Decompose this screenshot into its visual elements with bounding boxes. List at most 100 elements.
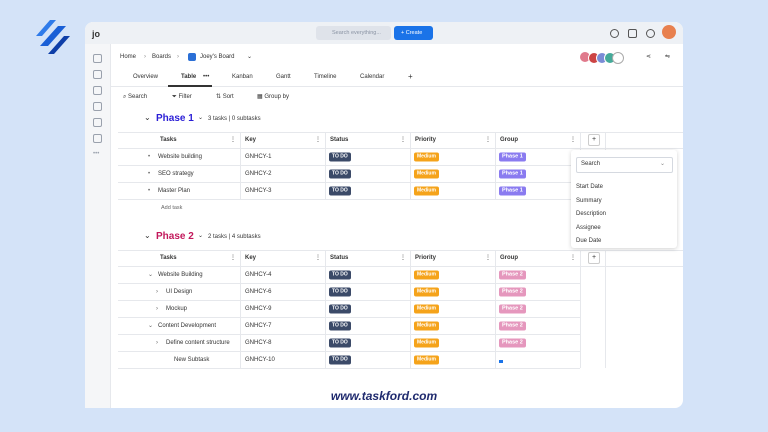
row-toggle[interactable]: • [148,153,151,160]
priority-badge[interactable]: Medium [414,338,439,347]
status-badge[interactable]: TO DO [329,186,351,195]
row-toggle[interactable]: • [148,187,151,194]
chat-icon[interactable] [610,29,619,38]
column-menu[interactable]: ⋮ [400,137,406,143]
group-badge[interactable]: Phase 2 [499,321,526,330]
column-menu[interactable]: ⋮ [485,255,491,261]
priority-badge[interactable]: Medium [414,355,439,364]
task-name[interactable]: UI Design [166,288,193,295]
priority-badge[interactable]: Medium [414,169,439,178]
dropdown-search[interactable] [576,157,673,173]
column-menu[interactable]: ⋮ [315,137,321,143]
group-badge[interactable]: Phase 1 [499,169,526,178]
priority-badge[interactable]: Medium [414,152,439,161]
user-avatar[interactable] [662,25,676,39]
tab[interactable]: Overview [133,74,159,80]
column-menu[interactable]: ⋮ [315,255,321,261]
status-badge[interactable]: TO DO [329,169,351,178]
add-task[interactable]: Add task [161,205,183,211]
tab[interactable]: Kanban [232,74,253,80]
group-empty[interactable] [499,359,503,363]
group-badge[interactable]: Phase 1 [499,152,526,161]
group-summary-toggle[interactable]: ⌄ [198,233,204,239]
task-name[interactable]: New Subtask [174,356,210,363]
column-header[interactable]: Status [330,137,349,143]
status-badge[interactable]: TO DO [329,321,351,330]
column-menu[interactable]: ⋮ [230,137,236,143]
share-icon[interactable]: ⋖ [646,54,652,60]
group-toggle[interactable]: ⌄ [144,113,151,122]
status-badge[interactable]: TO DO [329,270,351,279]
add-column[interactable]: + [588,252,600,264]
add-tab[interactable]: + [408,72,413,81]
docs-icon[interactable] [93,70,102,79]
row-toggle[interactable]: › [156,339,158,346]
priority-badge[interactable]: Medium [414,270,439,279]
dropdown-option[interactable]: Start Date [576,184,604,190]
dropdown-option[interactable]: Assignee [576,224,601,231]
status-badge[interactable]: TO DO [329,355,351,364]
task-name[interactable]: Master Plan [158,187,191,194]
tab-active[interactable]: Table [181,74,197,80]
workspace-label[interactable]: jo [92,29,100,39]
column-menu[interactable]: ⋮ [570,255,576,261]
priority-badge[interactable]: Medium [414,304,439,313]
group-badge[interactable]: Phase 2 [499,270,526,279]
toolbar-sort[interactable]: ⇅ Sort [216,94,234,100]
column-header[interactable]: Status [330,255,349,261]
task-name[interactable]: SEO strategy [158,170,194,177]
status-badge[interactable]: TO DO [329,152,351,161]
group-badge[interactable]: Phase 2 [499,304,526,313]
create-button[interactable] [394,26,433,40]
search-box[interactable] [316,26,391,40]
tab[interactable]: Calendar [360,74,385,80]
priority-badge[interactable]: Medium [414,321,439,330]
column-header[interactable]: Key [245,255,257,261]
board-menu-chevron[interactable]: ⌄ [247,54,253,60]
column-menu[interactable]: ⋮ [485,137,491,143]
dropdown-option[interactable]: Description [576,211,607,217]
row-toggle[interactable]: › [156,288,158,295]
more-icon[interactable]: ••• [93,151,100,157]
dropdown-option[interactable]: Due Date [576,238,602,244]
breadcrumb-item[interactable]: Joey's Board [200,54,235,60]
app-logo[interactable] [36,18,70,56]
task-name[interactable]: Content Development [158,322,217,329]
column-header[interactable]: Tasks [160,255,177,261]
settings-icon[interactable]: ⇋ [665,54,671,60]
column-header[interactable]: Priority [415,255,437,261]
status-badge[interactable]: TO DO [329,338,351,347]
breadcrumb-item[interactable]: Boards [152,54,172,60]
column-menu[interactable]: ⋮ [230,255,236,261]
tab[interactable]: Timeline [314,74,337,80]
group-badge[interactable]: Phase 1 [499,186,526,195]
column-header[interactable]: Group [500,255,518,261]
star-icon[interactable] [93,86,102,95]
group-badge[interactable]: Phase 2 [499,338,526,347]
folder-icon[interactable] [93,134,102,143]
column-header[interactable]: Group [500,137,518,143]
tab[interactable]: Gantt [276,74,291,80]
priority-badge[interactable]: Medium [414,287,439,296]
group-toggle[interactable]: ⌄ [144,231,151,240]
board-icon[interactable] [93,118,102,127]
row-toggle[interactable]: › [156,305,158,312]
row-toggle[interactable]: ⌄ [148,271,154,278]
task-name[interactable]: Define content structure [166,339,230,346]
add-column[interactable]: + [588,134,600,146]
toolbar-filter[interactable]: ⏷ Filter [172,94,192,100]
task-name[interactable]: Mockup [166,305,188,312]
priority-badge[interactable]: Medium [414,186,439,195]
column-header[interactable]: Tasks [160,137,177,143]
status-badge[interactable]: TO DO [329,287,351,296]
column-menu[interactable]: ⋮ [570,137,576,143]
task-name[interactable]: Website building [158,153,202,160]
column-menu[interactable]: ⋮ [400,255,406,261]
row-toggle[interactable]: ⌄ [148,322,154,329]
group-badge[interactable]: Phase 2 [499,287,526,296]
column-header[interactable]: Priority [415,137,437,143]
toolbar-search[interactable]: ⌕ Search [123,94,148,100]
status-badge[interactable]: TO DO [329,304,351,313]
home-icon[interactable] [93,54,102,63]
inbox-icon[interactable] [628,29,637,38]
